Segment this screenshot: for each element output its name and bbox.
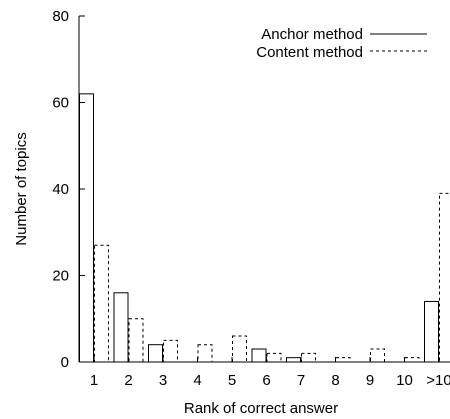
x-tick-label: 9 bbox=[366, 372, 374, 389]
y-tick-label: 20 bbox=[52, 268, 69, 285]
content-bar-9 bbox=[370, 348, 385, 363]
content-bar-2 bbox=[128, 318, 144, 363]
y-axis-title: Number of topics bbox=[13, 132, 30, 245]
x-tick-label: >10 bbox=[426, 372, 450, 389]
content-bar-8 bbox=[335, 357, 351, 363]
x-tick-label: 7 bbox=[297, 372, 305, 389]
y-tick-label: 60 bbox=[52, 95, 69, 112]
axes bbox=[78, 16, 450, 363]
content-bar-11 bbox=[439, 192, 450, 363]
x-tick-label: 6 bbox=[262, 372, 270, 389]
content-bar-5 bbox=[232, 335, 247, 363]
bars bbox=[79, 93, 450, 363]
content-bar-6 bbox=[266, 352, 282, 363]
x-tick-label: 4 bbox=[193, 372, 201, 389]
y-tick-label: 80 bbox=[52, 8, 69, 25]
content-bar-3 bbox=[163, 339, 178, 363]
anchor-bar-7 bbox=[286, 357, 301, 363]
content-bar-10 bbox=[404, 357, 420, 363]
anchor-bar-11 bbox=[424, 300, 439, 363]
content-bar-1 bbox=[94, 244, 109, 363]
x-tick-label: 1 bbox=[90, 372, 98, 389]
anchor-bar-2 bbox=[113, 292, 129, 363]
x-axis-title: Rank of correct answer bbox=[184, 400, 338, 417]
x-tick-label: 8 bbox=[331, 372, 339, 389]
legend-label-content: Content method bbox=[256, 44, 363, 61]
content-bar-4 bbox=[197, 344, 213, 363]
y-tick-label: 40 bbox=[52, 181, 69, 198]
anchor-bar-1 bbox=[79, 93, 94, 363]
legend-label-anchor: Anchor method bbox=[261, 26, 363, 43]
content-bar-7 bbox=[301, 352, 316, 363]
anchor-bar-6 bbox=[251, 348, 267, 363]
anchor-bar-3 bbox=[148, 344, 163, 363]
x-tick-label: 5 bbox=[228, 372, 236, 389]
y-tick-label: 0 bbox=[61, 354, 69, 371]
x-tick-label: 2 bbox=[124, 372, 132, 389]
x-tick-label: 10 bbox=[396, 372, 413, 389]
x-tick-label: 3 bbox=[159, 372, 167, 389]
legend: Anchor method Content method bbox=[256, 26, 427, 61]
y-ticks: 0 20 40 60 80 bbox=[52, 8, 85, 371]
